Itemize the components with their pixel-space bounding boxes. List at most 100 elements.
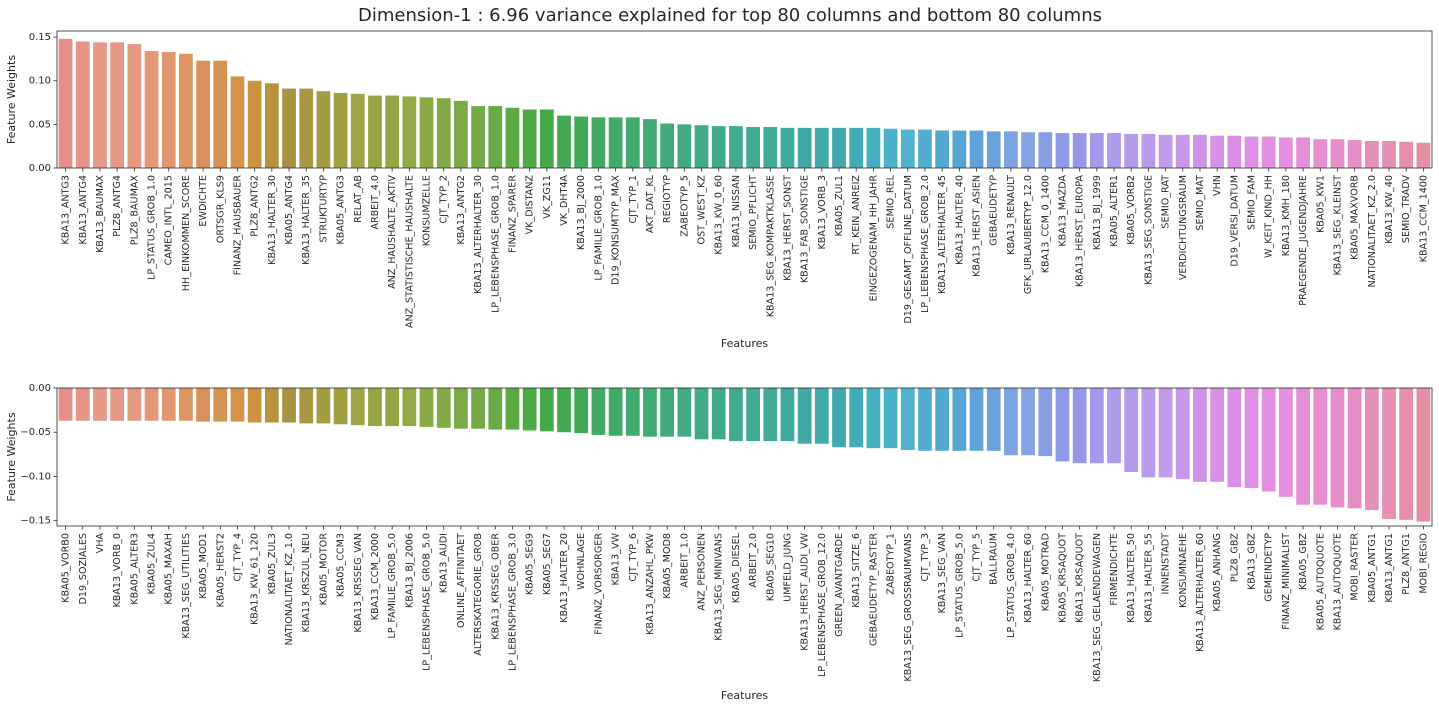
x-tick-label: KBA13_HALTER_40	[954, 175, 965, 265]
x-tick-label: KBA13_HALTER_20	[559, 533, 570, 623]
x-tick-label: KBA05_HERST2	[215, 533, 226, 607]
y-tick-label: 0.10	[29, 76, 51, 87]
x-tick-label: KBA05_SEG9	[525, 533, 536, 595]
y-tick-label: 0.00	[29, 383, 51, 394]
x-tick-label: KBA05_MOTOR	[318, 533, 329, 606]
bar	[1158, 134, 1173, 168]
bar	[230, 388, 245, 422]
bar	[1227, 135, 1242, 168]
y-tick-label: 0.15	[29, 32, 51, 43]
x-tick-label: D19_GESAMT_OFFLINE_DATUM	[903, 175, 914, 324]
x-tick-label: EINGEZOGENAM_HH_JAHR	[868, 175, 879, 302]
bar	[58, 38, 73, 169]
bar	[213, 60, 228, 168]
bar	[643, 388, 657, 437]
x-tick-label: KBA13_ALTERHALTER_45	[937, 175, 948, 294]
bar	[1038, 388, 1053, 457]
bar	[1296, 137, 1310, 168]
x-tick-label: INNENSTADT	[1161, 533, 1172, 595]
x-tick-label: GEBAEUDETYP	[989, 175, 1000, 246]
x-tick-label: ZABEOTYP_1	[886, 533, 897, 595]
bar	[694, 388, 709, 440]
x-tick-label: ALTERSKATEGORIE_GROB	[473, 533, 484, 656]
x-tick-label: PLZ8_ANTG2	[250, 175, 261, 237]
x-tick-label: FINANZ_SPARER	[507, 175, 518, 253]
x-tick-label: SEMIO_MAT	[1195, 175, 1206, 231]
x-tick-label: KBA05_GBZ	[1298, 533, 1309, 590]
bar	[797, 388, 812, 444]
x-tick-label: KBA13_GBZ	[1247, 533, 1258, 590]
bar	[213, 388, 228, 422]
x-tick-label: KBA13_SEG_SONSTIGE	[1143, 175, 1154, 285]
bar	[196, 60, 210, 168]
bar	[1124, 388, 1139, 473]
bar	[93, 388, 107, 421]
bar	[127, 44, 142, 168]
bar	[179, 53, 193, 168]
x-tick-label: FINANZ_VORSORGER	[593, 533, 604, 635]
x-tick-label: PLZ8_ANTG4	[112, 175, 123, 237]
bar	[557, 388, 571, 433]
bar	[1089, 133, 1104, 168]
bar	[1347, 388, 1362, 509]
bar	[161, 51, 176, 169]
bar	[1193, 388, 1207, 482]
y-tick-label: −0.10	[20, 471, 51, 482]
x-tick-label: KBA13_KRSAQUOT	[1075, 533, 1086, 623]
x-tick-label: FIRMENDICHTE	[1109, 533, 1120, 606]
bar	[591, 388, 606, 435]
x-tick-label: KBA13_KW_0_60	[714, 175, 725, 255]
bar	[832, 127, 846, 168]
x-tick-label: OST_WEST_KZ	[697, 175, 708, 245]
bar	[986, 131, 1001, 168]
x-tick-label: W_KEIT_KIND_HH	[1264, 175, 1275, 258]
bar	[58, 388, 73, 421]
x-tick-label: KBA13_SEG_VAN	[937, 533, 948, 614]
bar	[110, 388, 125, 421]
x-tick-label: KBA13_ANTG3	[61, 175, 72, 245]
x-tick-label: NATIONALITAET_KZ_2.0	[1367, 175, 1378, 287]
axes-frame	[56, 387, 1433, 527]
bar	[1210, 388, 1225, 482]
x-tick-label: KBA13_FAB_SONSTIGE	[800, 175, 811, 283]
bar	[488, 388, 503, 430]
x-tick-label: KBA05_ANTG1	[1367, 533, 1378, 603]
bar	[900, 129, 915, 168]
bar	[574, 116, 589, 168]
bar	[1107, 388, 1121, 464]
bar	[729, 388, 743, 442]
x-tick-label: ANZ_HAUSHALTE_AKTIV	[387, 175, 398, 289]
bar	[918, 388, 932, 451]
x-tick-label: ARBEIT_1.0	[679, 533, 690, 588]
x-tick-label: PRAEGENDE_JUGENDJAHRE	[1298, 175, 1309, 306]
x-tick-label: KBA13_ANTG4	[78, 175, 89, 245]
bar	[1416, 142, 1431, 168]
bar	[316, 91, 331, 168]
x-tick-label: KBA13_HALTER_55	[1143, 533, 1154, 623]
bar	[1416, 388, 1431, 522]
x-tick-label: KBA13_SEG_GELAENDEWAGEN	[1092, 533, 1103, 682]
x-tick-label: FINANZ_MINIMALIST	[1281, 533, 1292, 630]
x-tick-label: KBA13_HERST_SONST	[782, 175, 793, 281]
bar	[368, 388, 382, 427]
x-tick-label: D19_SOZIALES	[78, 533, 89, 605]
bar	[75, 41, 90, 168]
x-tick-label: KBA05_KW1	[1315, 175, 1326, 233]
bar	[264, 388, 279, 423]
bar	[1399, 141, 1414, 168]
bar	[986, 388, 1001, 451]
bar	[1347, 140, 1362, 168]
x-tick-label: KBA13_HERST_EUROPA	[1075, 175, 1086, 288]
bar	[1330, 388, 1345, 508]
bar	[350, 93, 365, 168]
x-tick-label: CJT_TYP_4	[232, 533, 243, 582]
bar	[814, 388, 829, 444]
x-tick-label: CJT_TYP_5	[972, 533, 983, 582]
bar	[797, 127, 812, 168]
x-axis-label: Features	[721, 337, 769, 350]
x-tick-label: KBA13_KW_40	[1384, 175, 1395, 244]
x-tick-label: ARBEIT_4.0	[370, 175, 381, 230]
x-tick-label: KBA13_KW_61_120	[250, 533, 261, 625]
bar	[1364, 388, 1379, 511]
x-tick-label: KBA13_MAZDA	[1057, 175, 1068, 247]
